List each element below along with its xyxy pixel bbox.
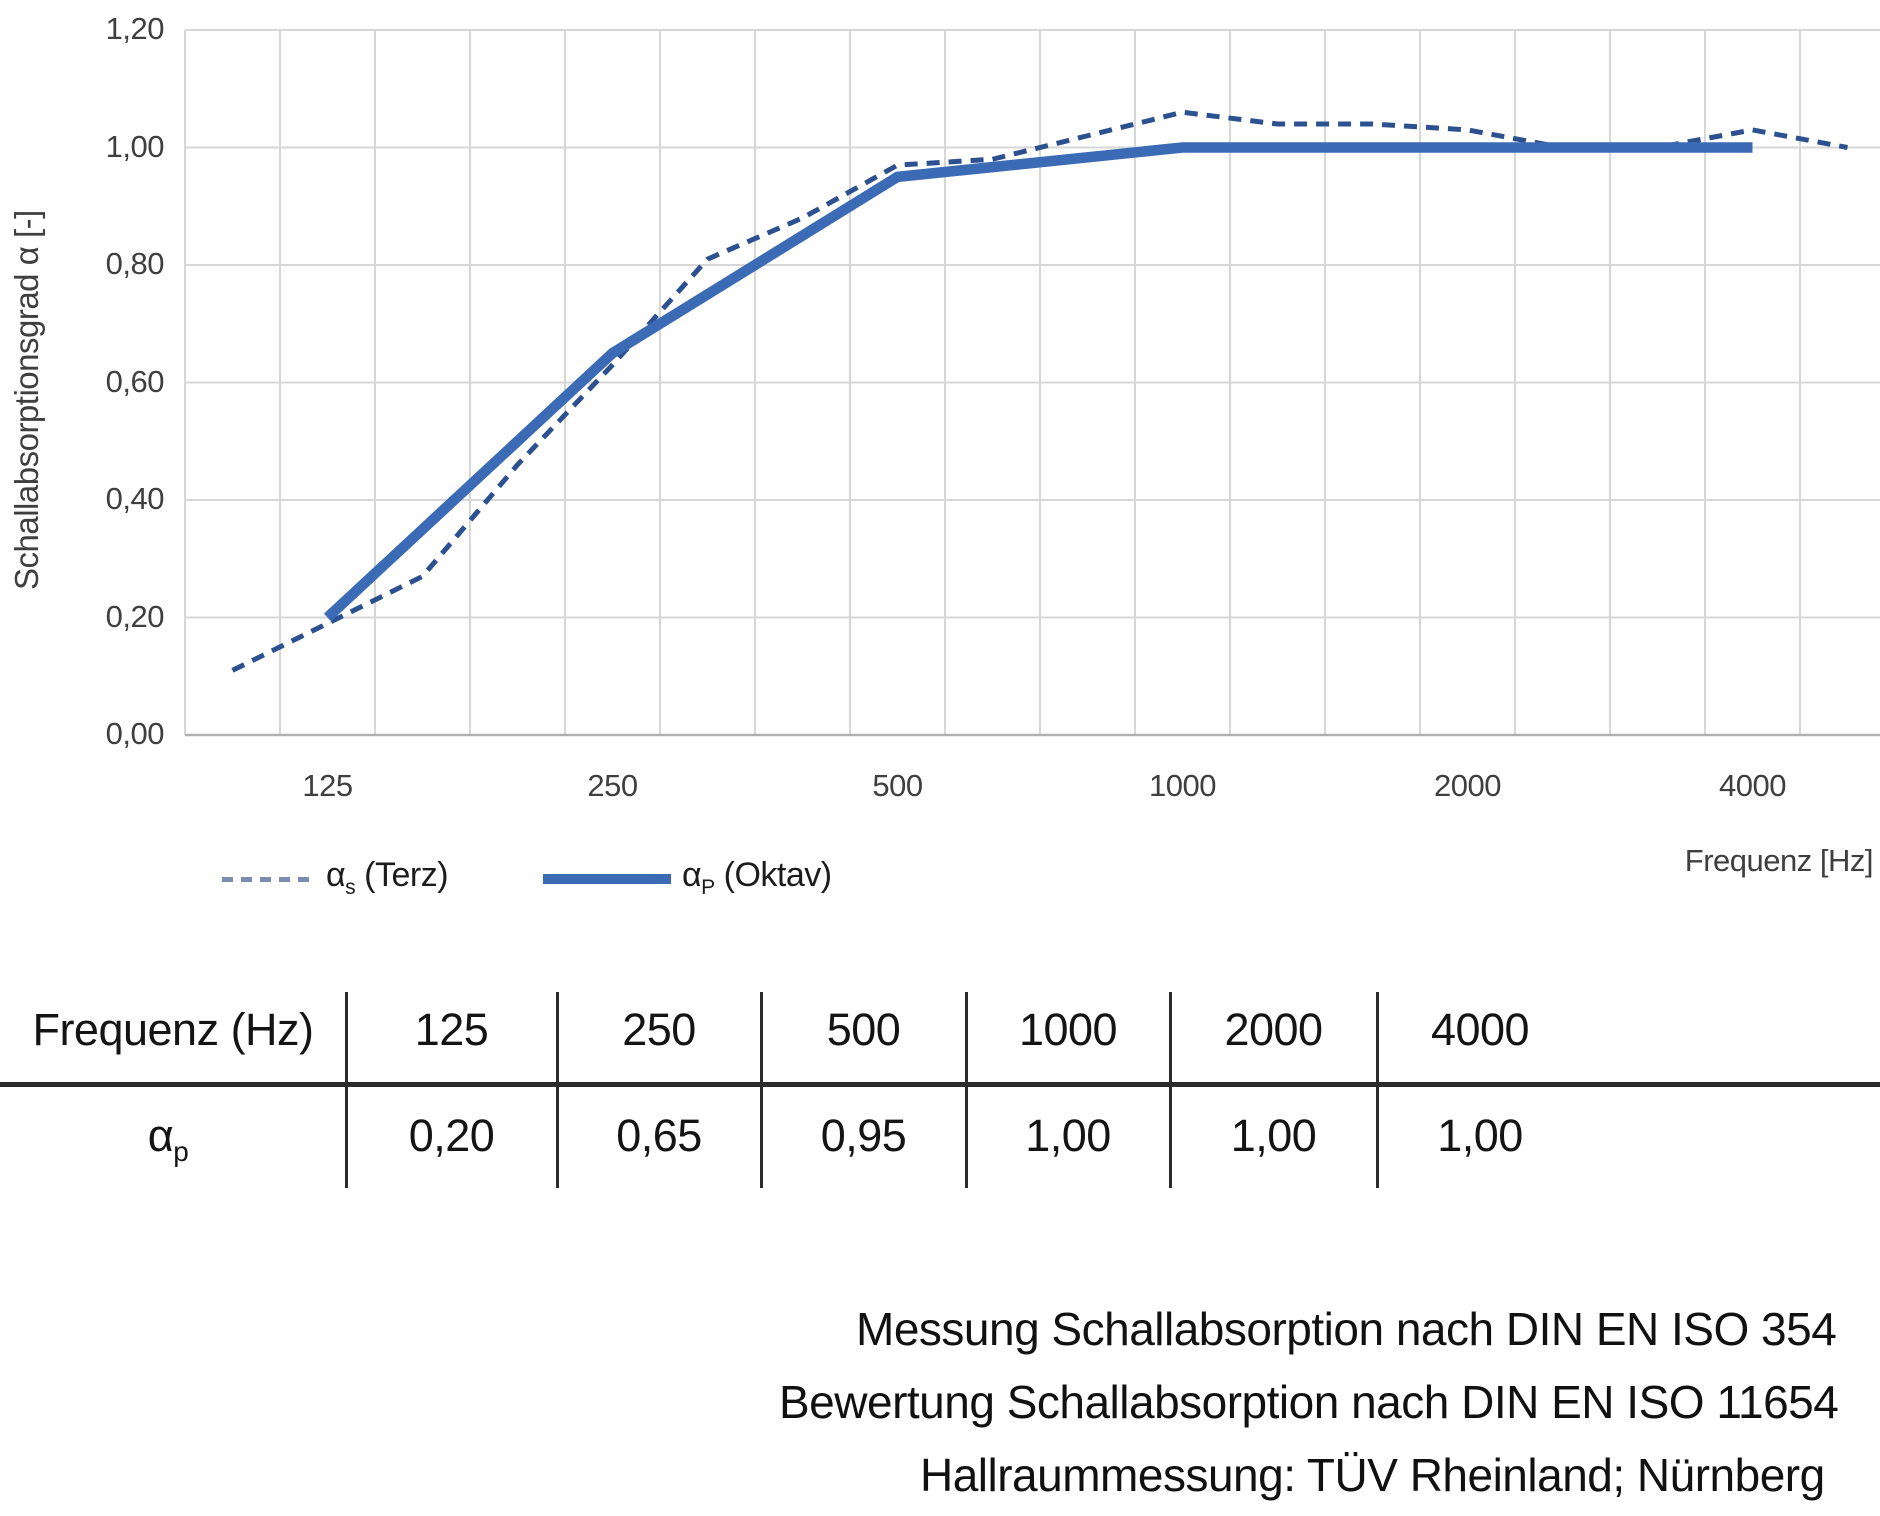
table-column-divider (344, 992, 348, 1188)
y-tick-label: 1,00 (105, 128, 165, 164)
legend-solid-line-sample (543, 874, 671, 884)
x-tick-label: 4000 (1719, 768, 1786, 803)
y-tick-label: 0,20 (105, 598, 165, 634)
table-header-value: 125 (414, 1004, 489, 1055)
alpha-symbol: α (147, 1110, 174, 1161)
table-row-label-alpha-p: αp (148, 1110, 189, 1168)
y-tick-label: 0,00 (105, 716, 165, 751)
table-cell-alpha-p-value: 1,00 (1025, 1110, 1111, 1161)
y-tick-label: 1,20 (105, 11, 165, 46)
table-header-frequency: Frequenz (Hz) (32, 1004, 314, 1055)
legend-label-alpha-s: αs (Terz) (326, 856, 449, 900)
x-tick-label: 125 (302, 768, 353, 803)
table-header-value: 1000 (1018, 1004, 1118, 1055)
alpha-subscript: s (345, 875, 356, 899)
x-tick-label: 2000 (1434, 768, 1501, 803)
table-cell-alpha-p-value: 1,00 (1230, 1110, 1317, 1161)
legend-series-name: (Oktav) (714, 856, 832, 894)
x-tick-label: 500 (872, 768, 923, 803)
table-column-divider (1375, 992, 1379, 1188)
table-cell-alpha-p-value: 1,00 (1437, 1110, 1523, 1161)
footer-note-rating: Bewertung Schallabsorption nach DIN EN I… (779, 1376, 1839, 1428)
x-tick-label: 250 (587, 768, 638, 803)
y-tick-label: 0,60 (105, 363, 165, 399)
absorption-line-chart (184, 29, 1880, 737)
y-tick-label: 0,40 (105, 481, 165, 516)
x-axis-title: Frequenz [Hz] (1684, 843, 1874, 878)
alpha-symbol: α (326, 856, 346, 894)
footer-note-lab: Hallraummessung: TÜV Rheinland; Nürnberg (920, 1449, 1825, 1501)
table-column-divider (555, 992, 559, 1188)
table-header-value: 500 (826, 1004, 901, 1055)
table-header-value: 2000 (1224, 1004, 1323, 1055)
legend-dashed-line-sample (222, 877, 314, 882)
legend-series-name: (Terz) (355, 856, 449, 894)
footer-note-measurement: Messung Schallabsorption nach DIN EN ISO… (856, 1303, 1837, 1355)
table-cell-alpha-p-value: 0,95 (820, 1110, 907, 1161)
legend-label-alpha-p: αP (Oktav) (682, 856, 832, 900)
y-tick-label: 0,80 (105, 246, 165, 281)
alpha-subscript: p (173, 1136, 189, 1167)
table-column-divider (759, 992, 763, 1188)
series-alpha-p-oktav (323, 142, 1753, 622)
table-cell-alpha-p-value: 0,65 (616, 1110, 702, 1161)
alpha-symbol: α (682, 856, 702, 894)
table-cell-alpha-p-value: 0,20 (408, 1110, 495, 1161)
x-tick-label: 1000 (1149, 768, 1216, 803)
table-header-value: 4000 (1430, 1004, 1530, 1055)
alpha-subscript: P (701, 875, 715, 899)
table-column-divider (964, 992, 968, 1188)
table-header-rule (0, 1082, 1880, 1087)
table-header-value: 250 (622, 1004, 696, 1055)
table-column-divider (1168, 992, 1172, 1188)
